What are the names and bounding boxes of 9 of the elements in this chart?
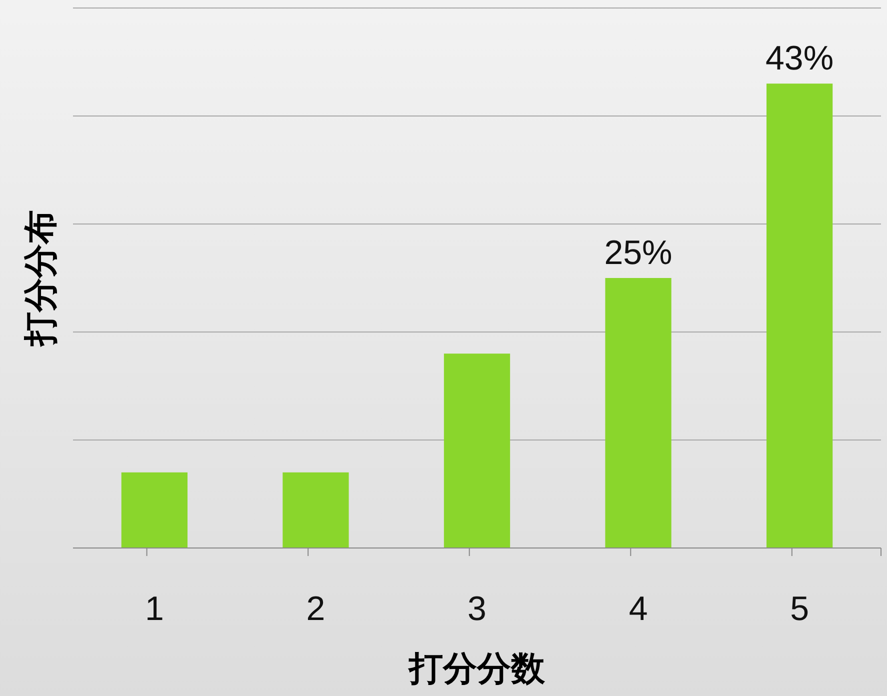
y-axis-title: 打分分布 [22, 210, 60, 348]
x-tick-label: 1 [144, 590, 164, 628]
data-label: 25% [604, 234, 672, 272]
x-tick-label: 4 [628, 590, 648, 628]
x-axis-title: 打分分数 [407, 650, 546, 688]
x-tick-label: 3 [468, 590, 486, 628]
x-tick-label: 5 [790, 590, 810, 628]
data-label: 43% [766, 40, 834, 78]
x-tick-label: 2 [306, 590, 326, 628]
